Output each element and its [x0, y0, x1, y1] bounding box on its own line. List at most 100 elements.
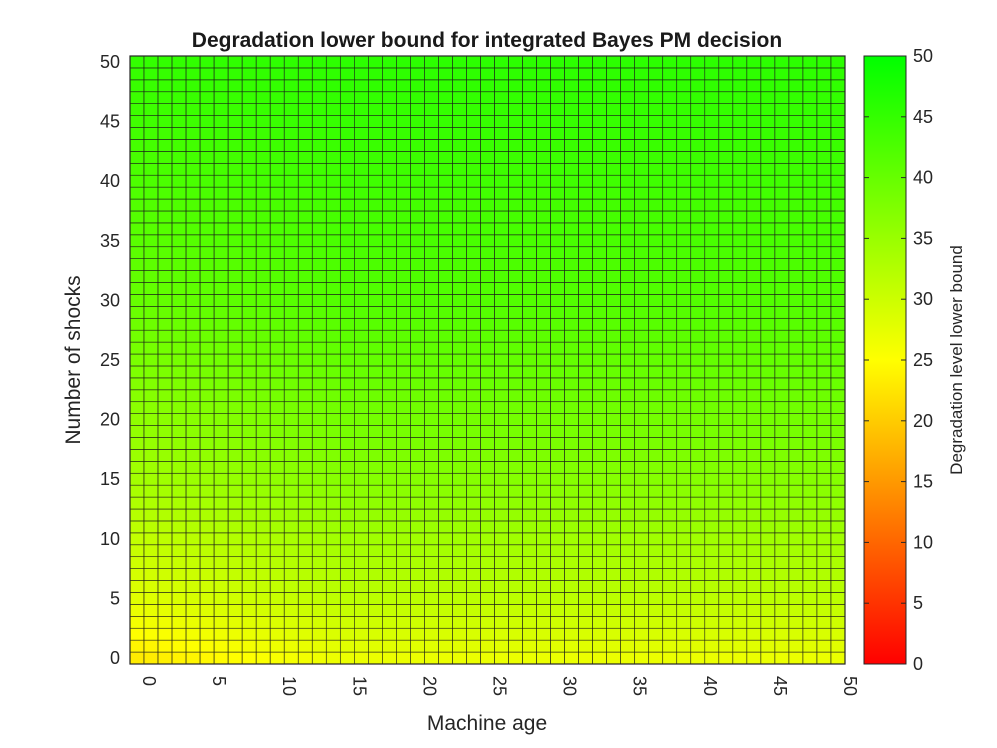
- heatmap-cell: [536, 139, 551, 152]
- heatmap-cell: [157, 127, 173, 140]
- heatmap-cell: [157, 186, 173, 200]
- heatmap-cell: [213, 234, 229, 248]
- heatmap-cell: [438, 532, 453, 546]
- heatmap-cell: [634, 282, 650, 295]
- heatmap-cell: [213, 151, 229, 164]
- heatmap-cell: [760, 103, 776, 116]
- heatmap-cell: [606, 162, 621, 176]
- heatmap-cell: [690, 246, 706, 259]
- heatmap-cell: [690, 496, 706, 510]
- heatmap-cell: [382, 580, 397, 593]
- heatmap-cell: [185, 55, 201, 69]
- heatmap-cell: [592, 389, 607, 403]
- heatmap-cell: [171, 520, 187, 534]
- heatmap-cell: [452, 103, 467, 116]
- heatmap-cell: [774, 91, 790, 104]
- heatmap-cell: [830, 389, 846, 403]
- heatmap-cell: [452, 580, 467, 593]
- heatmap-cell: [241, 627, 257, 641]
- heatmap-cell: [676, 79, 692, 93]
- heatmap-cell: [452, 544, 467, 558]
- heatmap-cell: [522, 79, 537, 93]
- heatmap-cell: [606, 258, 621, 271]
- heatmap-cell: [311, 294, 327, 307]
- heatmap-cell: [648, 365, 664, 379]
- heatmap-cell: [662, 162, 678, 176]
- heatmap-cell: [424, 234, 439, 248]
- heatmap-cell: [396, 329, 411, 343]
- heatmap-cell: [185, 639, 201, 653]
- heatmap-cell: [171, 306, 187, 319]
- heatmap-cell: [410, 437, 425, 450]
- heatmap-cell: [620, 341, 636, 355]
- heatmap-cell: [522, 103, 537, 116]
- heatmap-cell: [620, 67, 636, 81]
- heatmap-cell: [578, 413, 593, 426]
- heatmap-cell: [241, 246, 257, 259]
- heatmap-cell: [227, 604, 243, 617]
- heatmap-cell: [368, 174, 383, 188]
- heatmap-cell: [550, 627, 565, 641]
- heatmap-cell: [382, 67, 397, 81]
- heatmap-cell: [382, 174, 397, 188]
- heatmap-cell: [690, 544, 706, 558]
- heatmap-cell: [494, 341, 509, 355]
- x-tick-label: 10: [279, 676, 299, 696]
- heatmap-cell: [662, 174, 678, 188]
- heatmap-cell: [802, 341, 818, 355]
- heatmap-cell: [438, 508, 453, 522]
- heatmap-cell: [480, 556, 495, 569]
- heatmap-cell: [129, 437, 145, 450]
- heatmap-cell: [564, 627, 579, 641]
- heatmap-cell: [283, 317, 299, 331]
- heatmap-cell: [227, 353, 243, 367]
- heatmap-cell: [718, 496, 734, 510]
- heatmap-cell: [760, 198, 776, 212]
- heatmap-cell: [354, 294, 369, 307]
- heatmap-cell: [592, 353, 607, 367]
- heatmap-cell: [157, 246, 173, 259]
- heatmap-cell: [606, 413, 621, 426]
- heatmap-cell: [788, 270, 804, 283]
- heatmap-cell: [830, 604, 846, 617]
- heatmap-cell: [368, 198, 383, 212]
- heatmap-cell: [269, 329, 285, 343]
- heatmap-cell: [227, 461, 243, 474]
- heatmap-cell: [536, 282, 551, 295]
- heatmap-cell: [424, 353, 439, 367]
- heatmap-cell: [325, 174, 341, 188]
- heatmap-cell: [185, 79, 201, 93]
- heatmap-cell: [522, 627, 537, 641]
- heatmap-cell: [494, 198, 509, 212]
- heatmap-cell: [592, 162, 607, 176]
- heatmap-cell: [143, 472, 159, 486]
- heatmap-cell: [199, 604, 215, 617]
- heatmap-cell: [648, 306, 664, 319]
- heatmap-cell: [508, 79, 523, 93]
- heatmap-cell: [802, 627, 818, 641]
- heatmap-cell: [143, 627, 159, 641]
- heatmap-cell: [578, 317, 593, 331]
- heatmap-cell: [788, 389, 804, 403]
- heatmap-cell: [634, 55, 650, 69]
- heatmap-cell: [129, 461, 145, 474]
- heatmap-cell: [339, 449, 355, 462]
- heatmap-cell: [746, 532, 762, 546]
- heatmap-cell: [508, 484, 523, 498]
- heatmap-cell: [718, 341, 734, 355]
- heatmap-cell: [241, 639, 257, 653]
- heatmap-cell: [157, 592, 173, 605]
- heatmap-cell: [816, 449, 832, 462]
- heatmap-cell: [704, 651, 720, 665]
- heatmap-cell: [297, 365, 313, 379]
- heatmap-cell: [410, 520, 425, 534]
- heatmap-cell: [283, 389, 299, 403]
- heatmap-cell: [368, 472, 383, 486]
- heatmap-cell: [494, 91, 509, 104]
- heatmap-cell: [424, 317, 439, 331]
- heatmap-cell: [269, 79, 285, 93]
- heatmap-cell: [185, 544, 201, 558]
- heatmap-cell: [283, 294, 299, 307]
- heatmap-cell: [157, 306, 173, 319]
- heatmap-cell: [396, 449, 411, 462]
